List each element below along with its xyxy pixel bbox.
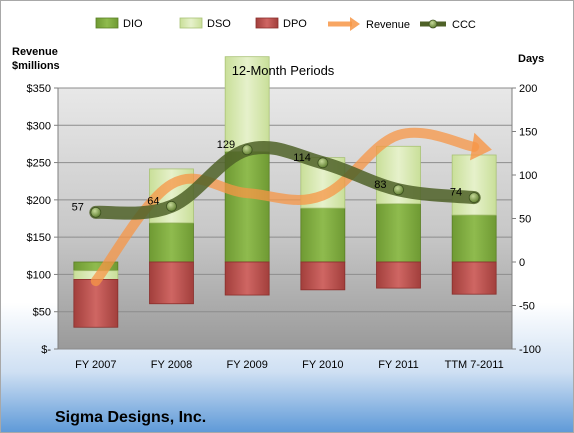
right-axis-title: Days: [518, 53, 544, 65]
right-tick-label: -100: [519, 344, 541, 356]
bar-series: [73, 56, 497, 328]
legend-label: DPO: [283, 18, 307, 30]
right-tick-label: -50: [519, 301, 535, 313]
dpo-bar: [451, 261, 497, 295]
ccc-data-label: 114: [293, 152, 311, 164]
ccc-point: [90, 207, 102, 218]
dpo-bar: [376, 261, 421, 289]
chart-title: 12-Month Periods: [232, 63, 335, 78]
ccc-data-label: 57: [72, 201, 84, 213]
legend: DIO DSO DPO Revenue CCC: [95, 17, 476, 31]
right-tick-label: 150: [519, 127, 537, 139]
gridlines: [58, 87, 512, 350]
dio-legend-swatch: [95, 17, 119, 29]
legend-label: DIO: [123, 18, 143, 30]
left-axis-title: Revenue $millions: [12, 46, 61, 72]
dio-bar: [149, 222, 194, 263]
left-tick-label: $350: [27, 83, 51, 95]
ccc-data-label: 83: [374, 179, 386, 191]
ccc-legend-marker: [428, 19, 438, 29]
dpo-bar: [149, 261, 194, 305]
left-axis-ticks: $- $50 $100 $150 $200 $250 $300 $350: [27, 83, 58, 356]
dio-bar: [224, 151, 270, 263]
revenue-arrowhead: [470, 132, 492, 161]
dpo-bar: [224, 261, 270, 296]
right-tick-label: 50: [519, 214, 531, 226]
category-label: FY 2008: [151, 359, 192, 371]
dio-bar: [376, 203, 421, 263]
revenue-line: [90, 127, 480, 287]
left-tick-label: $200: [27, 195, 51, 207]
left-tick-label: $50: [33, 307, 51, 319]
dio-bar: [451, 214, 497, 263]
right-tick-label: 200: [519, 83, 537, 95]
ccc-data-label: 64: [147, 195, 159, 207]
left-tick-label: $-: [41, 344, 51, 356]
category-label: FY 2007: [75, 359, 116, 371]
ccc-point: [393, 184, 404, 196]
dso-legend-swatch: [179, 17, 203, 29]
ccc-point: [468, 192, 480, 204]
category-label: FY 2010: [302, 359, 343, 371]
category-label: TTM 7-2011: [445, 359, 504, 371]
legend-label: Revenue: [366, 19, 410, 31]
revenue-legend-arrow: [350, 17, 360, 31]
ccc-point: [166, 200, 177, 212]
right-axis-ticks: -100 -50 0 50 100 150 200: [512, 83, 541, 356]
legend-label: CCC: [452, 19, 476, 31]
ccc-data-label: 129: [217, 139, 235, 151]
ccc-data-label: 74: [450, 187, 462, 199]
dpo-bar: [73, 278, 119, 328]
dio-bar: [300, 207, 346, 263]
category-label: FY 2009: [226, 359, 267, 371]
legend-label: DSO: [207, 18, 231, 30]
category-axis-ticks: FY 2007 FY 2008 FY 2009 FY 2010 FY 2011 TTM 7…: [75, 359, 504, 371]
ccc-point: [241, 144, 253, 156]
left-tick-label: $300: [27, 120, 51, 132]
dpo-bar: [300, 261, 346, 291]
company-name: Sigma Designs, Inc.: [55, 409, 206, 426]
ccc-point: [317, 157, 329, 169]
dso-bar: [451, 154, 497, 216]
left-tick-label: $100: [27, 269, 51, 281]
left-tick-label: $250: [27, 158, 51, 170]
left-tick-label: $150: [27, 232, 51, 244]
category-label: FY 2011: [378, 359, 419, 371]
line-series: 57 64 129 114 83 74: [72, 127, 492, 287]
dpo-legend-swatch: [255, 17, 279, 29]
dso-bar: [224, 56, 270, 152]
right-tick-label: 100: [519, 170, 537, 182]
right-tick-label: 0: [519, 257, 525, 269]
